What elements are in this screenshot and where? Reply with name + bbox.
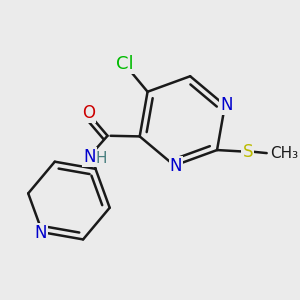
Text: N: N — [170, 157, 182, 175]
Text: O: O — [82, 104, 95, 122]
Text: H: H — [96, 151, 107, 166]
Text: S: S — [242, 142, 253, 160]
Text: N: N — [220, 96, 233, 114]
Text: CH₃: CH₃ — [270, 146, 298, 160]
Text: Cl: Cl — [116, 55, 134, 73]
Text: N: N — [34, 224, 47, 242]
Text: N: N — [83, 148, 96, 166]
